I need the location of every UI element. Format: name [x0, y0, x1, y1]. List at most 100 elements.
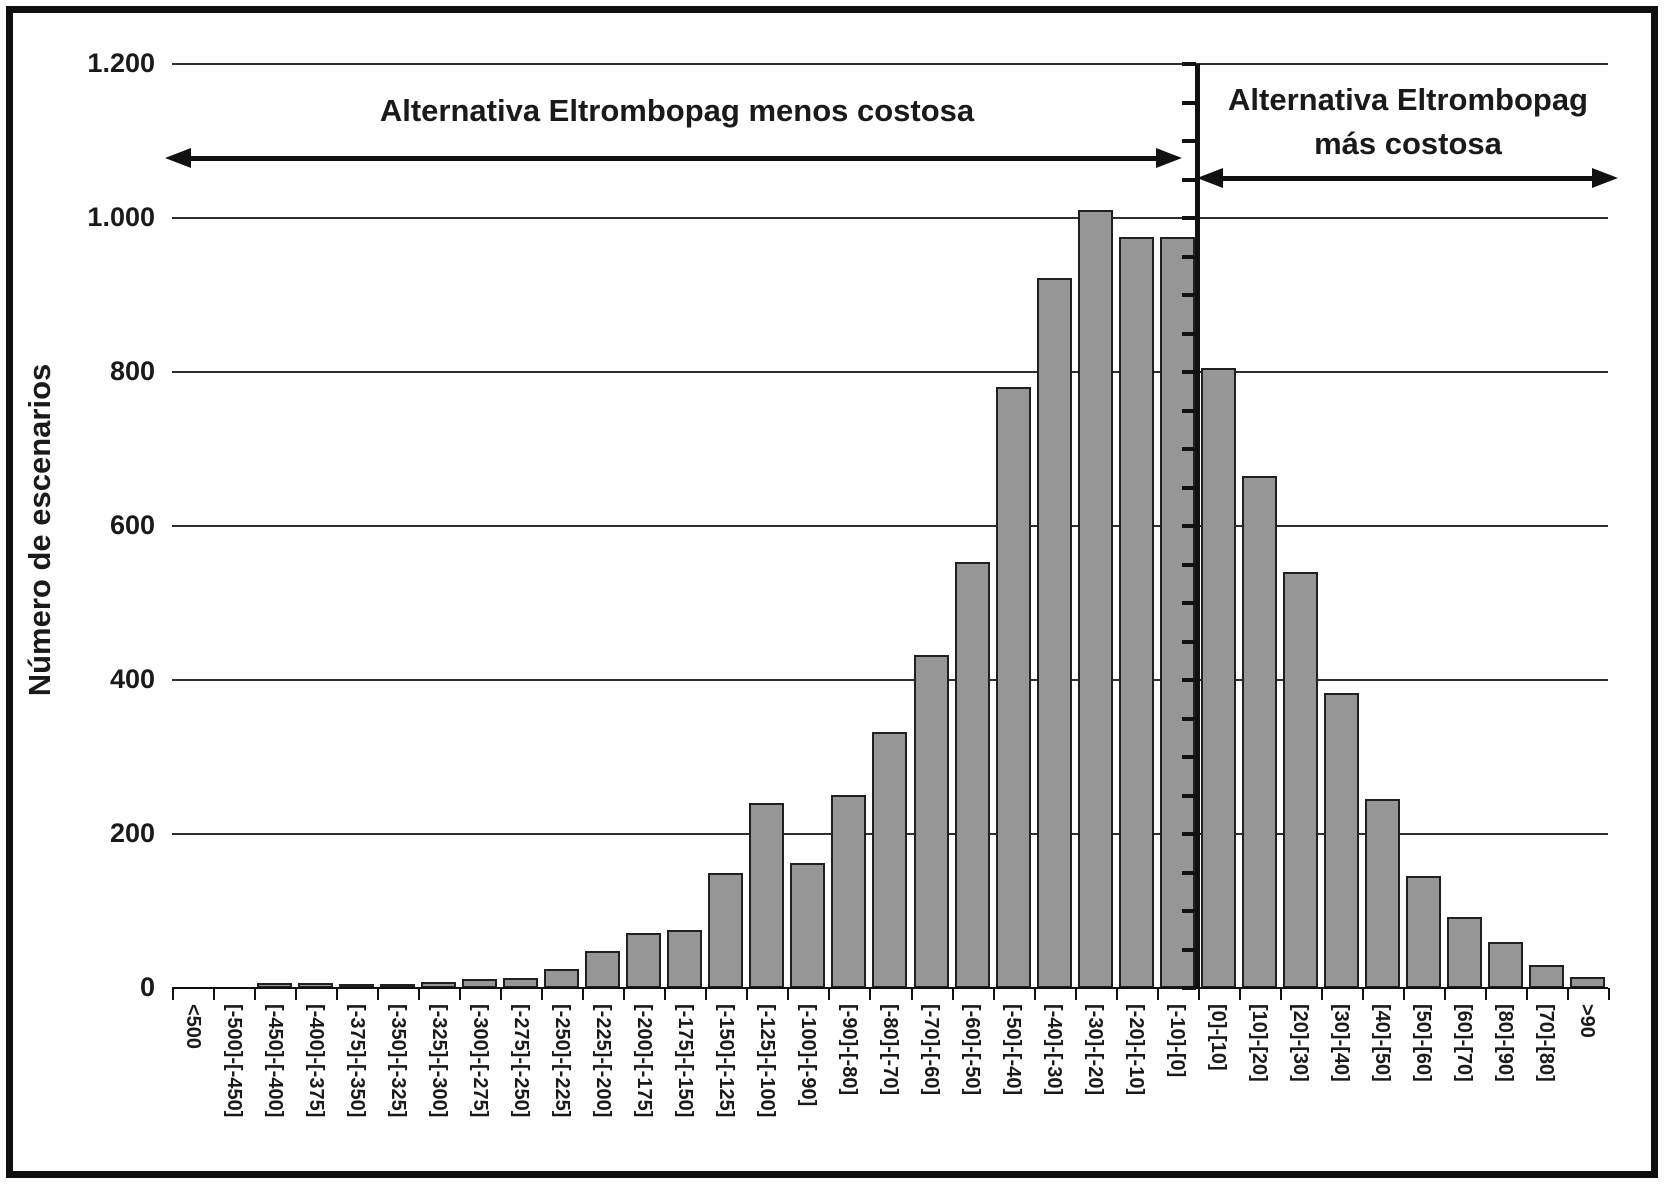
- x-axis-tick: [623, 988, 625, 1000]
- zero-boundary-tick: [1182, 409, 1196, 413]
- arrow-line: [1215, 176, 1600, 181]
- x-axis-tick: [295, 988, 297, 1000]
- x-category-label: [40]-[50]: [1371, 1004, 1393, 1082]
- bar: [1324, 693, 1359, 988]
- x-category-label: [-125]-[-100]: [756, 1004, 778, 1118]
- x-axis-tick: [418, 988, 420, 1000]
- x-axis-tick: [1321, 988, 1323, 1000]
- zero-boundary-tick: [1182, 678, 1196, 682]
- x-category-label: [-90]-[-80]: [838, 1004, 860, 1096]
- bar: [1488, 942, 1523, 988]
- zero-boundary-tick: [1182, 986, 1196, 990]
- bar: [872, 732, 907, 988]
- gridline: [172, 217, 1608, 219]
- x-category-label: [30]-[40]: [1330, 1004, 1352, 1082]
- left-region-label: Alternativa Eltrombopag menos costosa: [379, 93, 975, 128]
- zero-boundary-tick: [1182, 486, 1196, 490]
- zero-boundary-tick: [1182, 755, 1196, 759]
- bar: [996, 387, 1031, 988]
- bar: [1201, 368, 1236, 988]
- x-category-label: <500: [182, 1004, 204, 1050]
- zero-boundary-tick: [1182, 832, 1196, 836]
- x-category-label: [-450]-[-400]: [264, 1004, 286, 1118]
- bar: [1242, 476, 1277, 988]
- x-category-label: [-300]-[-275]: [469, 1004, 491, 1118]
- right-region-label: Alternativa Eltrombopag más costosa: [1202, 78, 1614, 166]
- bar: [1037, 278, 1072, 988]
- x-axis-tick: [377, 988, 379, 1000]
- x-axis-tick: [541, 988, 543, 1000]
- zero-boundary-tick: [1182, 717, 1196, 721]
- zero-boundary-tick: [1182, 640, 1196, 644]
- y-tick-label: 1.200: [87, 48, 155, 78]
- bar: [1406, 876, 1441, 988]
- zero-boundary-tick: [1182, 255, 1196, 259]
- x-axis-tick: [746, 988, 748, 1000]
- x-category-label: [-325]-[-300]: [428, 1004, 450, 1118]
- zero-boundary-tick: [1182, 563, 1196, 567]
- x-category-label: [-60]-[-50]: [961, 1004, 983, 1096]
- x-axis-tick: [1403, 988, 1405, 1000]
- zero-boundary-tick: [1182, 794, 1196, 798]
- x-category-label: [-250]-[-225]: [551, 1004, 573, 1118]
- y-tick-label: 600: [109, 510, 155, 540]
- bar: [1283, 572, 1318, 988]
- x-category-label: [-50]-[-40]: [1002, 1004, 1024, 1096]
- x-axis-tick: [336, 988, 338, 1000]
- x-axis-tick: [664, 988, 666, 1000]
- x-axis-line: [172, 987, 1608, 989]
- x-category-label: [-175]-[-150]: [674, 1004, 696, 1118]
- x-axis-tick: [952, 988, 954, 1000]
- x-axis-tick: [705, 988, 707, 1000]
- y-tick-label: 200: [109, 818, 155, 848]
- x-axis-tick: [1280, 988, 1282, 1000]
- x-category-label: [-150]-[-125]: [715, 1004, 737, 1118]
- x-category-label: [-275]-[-250]: [510, 1004, 532, 1118]
- gridline: [172, 679, 1608, 681]
- x-category-label: [-30]-[-20]: [1084, 1004, 1106, 1096]
- x-axis-tick: [1198, 988, 1200, 1000]
- x-axis-tick: [787, 988, 789, 1000]
- x-category-label: [-80]-[-70]: [879, 1004, 901, 1096]
- zero-boundary-tick: [1182, 216, 1196, 220]
- bar: [914, 655, 949, 988]
- x-axis-tick: [500, 988, 502, 1000]
- zero-boundary-tick: [1182, 332, 1196, 336]
- zero-boundary-tick: [1182, 370, 1196, 374]
- x-axis-tick: [1485, 988, 1487, 1000]
- x-category-label: [60]-[70]: [1453, 1004, 1475, 1082]
- x-axis-tick: [1567, 988, 1569, 1000]
- x-axis-tick: [1116, 988, 1118, 1000]
- x-axis-tick: [1362, 988, 1364, 1000]
- x-axis-tick: [172, 988, 174, 1000]
- x-axis-tick: [828, 988, 830, 1000]
- x-axis-tick: [459, 988, 461, 1000]
- arrow-line: [183, 156, 1164, 161]
- gridline: [172, 63, 1608, 65]
- x-category-label: [-200]-[-175]: [633, 1004, 655, 1118]
- bar: [626, 933, 661, 988]
- x-axis-tick: [1239, 988, 1241, 1000]
- x-category-label: [80]-[90]: [1494, 1004, 1516, 1082]
- bar: [1529, 965, 1564, 988]
- zero-boundary-tick: [1182, 178, 1196, 182]
- zero-boundary-tick: [1182, 139, 1196, 143]
- bar: [790, 863, 825, 988]
- x-category-label: [-375]-[-350]: [346, 1004, 368, 1118]
- x-category-label: [20]-[30]: [1289, 1004, 1311, 1082]
- gridline: [172, 525, 1608, 527]
- y-tick-label: 1.000: [87, 202, 155, 232]
- bar: [667, 930, 702, 988]
- zero-boundary-tick: [1182, 447, 1196, 451]
- bar: [955, 562, 990, 988]
- x-category-label: [0]-[10]: [1207, 1004, 1229, 1071]
- zero-boundary-tick: [1182, 293, 1196, 297]
- bar: [831, 795, 866, 988]
- bar: [1078, 210, 1113, 988]
- zero-boundary-line: [1195, 64, 1200, 988]
- x-category-label: [-400]-[-375]: [305, 1004, 327, 1118]
- bar: [708, 873, 743, 988]
- bar: [544, 969, 579, 988]
- x-axis-tick: [869, 988, 871, 1000]
